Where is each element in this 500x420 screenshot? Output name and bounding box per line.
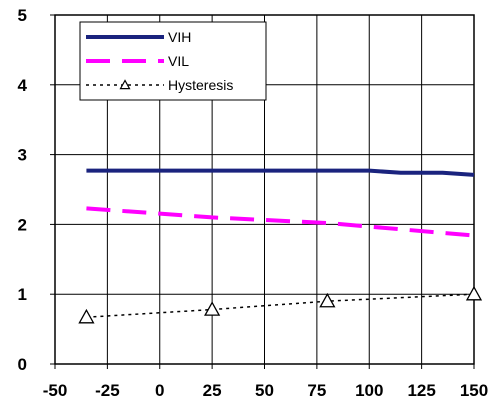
x-tick-label: 150	[460, 381, 488, 400]
series-line-vil	[86, 206, 475, 238]
y-tick-label: 4	[18, 76, 28, 95]
x-tick-label: 25	[203, 381, 222, 400]
x-tick-label: 125	[407, 381, 435, 400]
legend: VIH VIL Hysteresis	[79, 21, 267, 101]
series-layer	[78, 168, 483, 324]
legend-marker-hysteresis	[119, 79, 131, 90]
x-tick-label: 50	[255, 381, 274, 400]
x-tick-label: -25	[95, 381, 120, 400]
legend-label-vil: VIL	[168, 53, 189, 69]
x-tick-label: 75	[307, 381, 326, 400]
legend-label-vih: VIH	[168, 29, 191, 45]
series-line-vih	[86, 168, 475, 177]
y-tick-label: 0	[18, 355, 27, 374]
x-tick-label: -50	[43, 381, 68, 400]
y-tick-label: 2	[18, 215, 27, 234]
series-line-hysteresis	[86, 293, 475, 318]
y-tick-label: 1	[18, 285, 27, 304]
y-tick-label: 5	[18, 6, 27, 25]
x-tick-label: 0	[155, 381, 164, 400]
y-tick-label: 3	[18, 146, 27, 165]
legend-label-hysteresis: Hysteresis	[168, 77, 233, 93]
data-point-hysteresis	[319, 292, 336, 308]
data-point-hysteresis	[465, 285, 483, 301]
axes: -50 -25 0 25 50 75 100 125 150 0 1 2 3 4 5	[18, 6, 489, 400]
data-point-hysteresis	[204, 301, 221, 316]
data-point-hysteresis	[78, 308, 95, 324]
x-tick-label: 100	[355, 381, 383, 400]
